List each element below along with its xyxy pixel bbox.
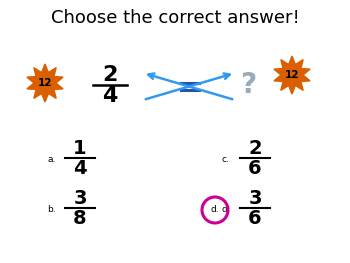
- Text: 4: 4: [102, 86, 118, 106]
- Polygon shape: [274, 56, 310, 94]
- Text: 1: 1: [73, 139, 87, 159]
- Text: 3: 3: [248, 190, 262, 209]
- Text: 12: 12: [38, 78, 52, 88]
- Text: b.: b.: [47, 205, 56, 214]
- Text: 12: 12: [285, 70, 299, 80]
- Text: a.: a.: [47, 154, 55, 164]
- Text: d.: d.: [211, 205, 219, 215]
- Text: 2: 2: [248, 139, 262, 159]
- Text: 2: 2: [102, 65, 118, 85]
- Text: Choose the correct answer!: Choose the correct answer!: [51, 9, 299, 27]
- Text: d.: d.: [222, 205, 231, 214]
- Text: ?: ?: [240, 71, 256, 99]
- Text: 6: 6: [248, 209, 262, 227]
- Polygon shape: [27, 64, 63, 102]
- Text: 3: 3: [73, 190, 87, 209]
- Text: 4: 4: [73, 159, 87, 178]
- Text: 6: 6: [248, 159, 262, 178]
- Text: 8: 8: [73, 209, 87, 227]
- Text: c.: c.: [222, 154, 230, 164]
